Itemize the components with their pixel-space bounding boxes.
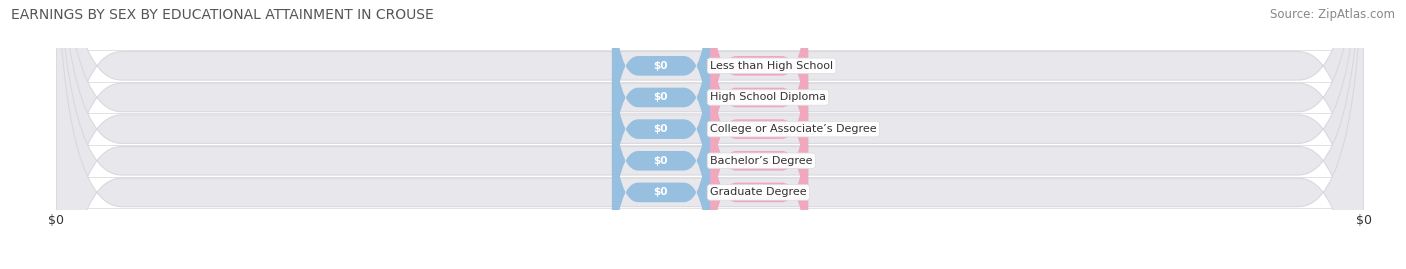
FancyBboxPatch shape [612,0,710,214]
FancyBboxPatch shape [710,12,808,246]
Text: $0: $0 [654,187,668,197]
Text: Bachelor’s Degree: Bachelor’s Degree [710,156,813,166]
Text: Graduate Degree: Graduate Degree [710,187,807,197]
Legend: Male, Female: Male, Female [648,264,772,269]
FancyBboxPatch shape [56,0,1364,269]
FancyBboxPatch shape [56,0,1364,269]
Text: $0: $0 [654,124,668,134]
FancyBboxPatch shape [612,0,710,183]
FancyBboxPatch shape [612,12,710,246]
FancyBboxPatch shape [710,76,808,269]
Text: $0: $0 [654,61,668,71]
FancyBboxPatch shape [710,0,808,214]
Text: $0: $0 [752,124,766,134]
Text: $0: $0 [752,187,766,197]
Text: High School Diploma: High School Diploma [710,93,827,102]
FancyBboxPatch shape [56,0,1364,269]
Text: $0: $0 [654,93,668,102]
FancyBboxPatch shape [56,0,1364,269]
Text: $0: $0 [752,61,766,71]
FancyBboxPatch shape [710,44,808,269]
FancyBboxPatch shape [612,44,710,269]
Text: $0: $0 [654,156,668,166]
FancyBboxPatch shape [56,0,1364,269]
Text: Source: ZipAtlas.com: Source: ZipAtlas.com [1270,8,1395,21]
Text: EARNINGS BY SEX BY EDUCATIONAL ATTAINMENT IN CROUSE: EARNINGS BY SEX BY EDUCATIONAL ATTAINMEN… [11,8,434,22]
FancyBboxPatch shape [612,76,710,269]
Text: $0: $0 [752,93,766,102]
Text: $0: $0 [752,156,766,166]
Text: Less than High School: Less than High School [710,61,834,71]
Text: College or Associate’s Degree: College or Associate’s Degree [710,124,877,134]
FancyBboxPatch shape [710,0,808,183]
